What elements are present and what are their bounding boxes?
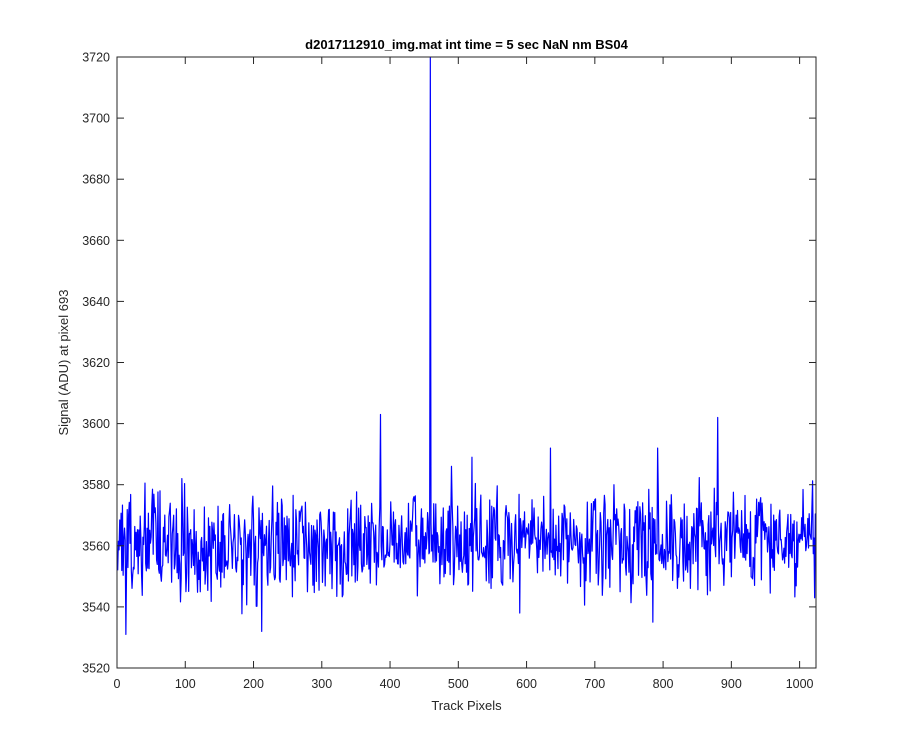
plot-background (117, 57, 816, 668)
x-tick-label: 400 (380, 677, 401, 691)
y-axis: 3520 3540 3560 3580 3600 3620 3640 3660 3680 3700… (82, 51, 816, 676)
y-tick-label: 3560 (82, 539, 110, 553)
x-tick-label: 900 (721, 677, 742, 691)
x-tick-label: 200 (243, 677, 264, 691)
y-tick-label: 3660 (82, 234, 110, 248)
x-axis-label: Track Pixels (431, 698, 502, 713)
y-axis-label: Signal (ADU) at pixel 693 (56, 290, 71, 436)
y-tick-label: 3680 (82, 173, 110, 187)
y-tick-label: 3540 (82, 600, 110, 614)
y-tick-label: 3580 (82, 478, 110, 492)
x-tick-label: 600 (516, 677, 537, 691)
x-tick-label: 800 (653, 677, 674, 691)
x-tick-label: 700 (584, 677, 605, 691)
x-tick-label: 0 (114, 677, 121, 691)
data-layer (117, 57, 816, 635)
y-tick-label: 3640 (82, 295, 110, 309)
x-tick-label: 1000 (786, 677, 814, 691)
x-tick-label: 100 (175, 677, 196, 691)
x-axis: 0 100 200 300 400 500 600 700 800 900 1000 (114, 57, 814, 691)
y-tick-label: 3620 (82, 356, 110, 370)
y-tick-label: 3720 (82, 51, 110, 65)
y-tick-label: 3520 (82, 662, 110, 676)
y-tick-label: 3700 (82, 112, 110, 126)
x-tick-label: 500 (448, 677, 469, 691)
y-tick-label: 3600 (82, 417, 110, 431)
series-line (117, 57, 816, 635)
x-tick-label: 300 (311, 677, 332, 691)
chart-title: d2017112910_img.mat int time = 5 sec NaN… (305, 37, 628, 52)
